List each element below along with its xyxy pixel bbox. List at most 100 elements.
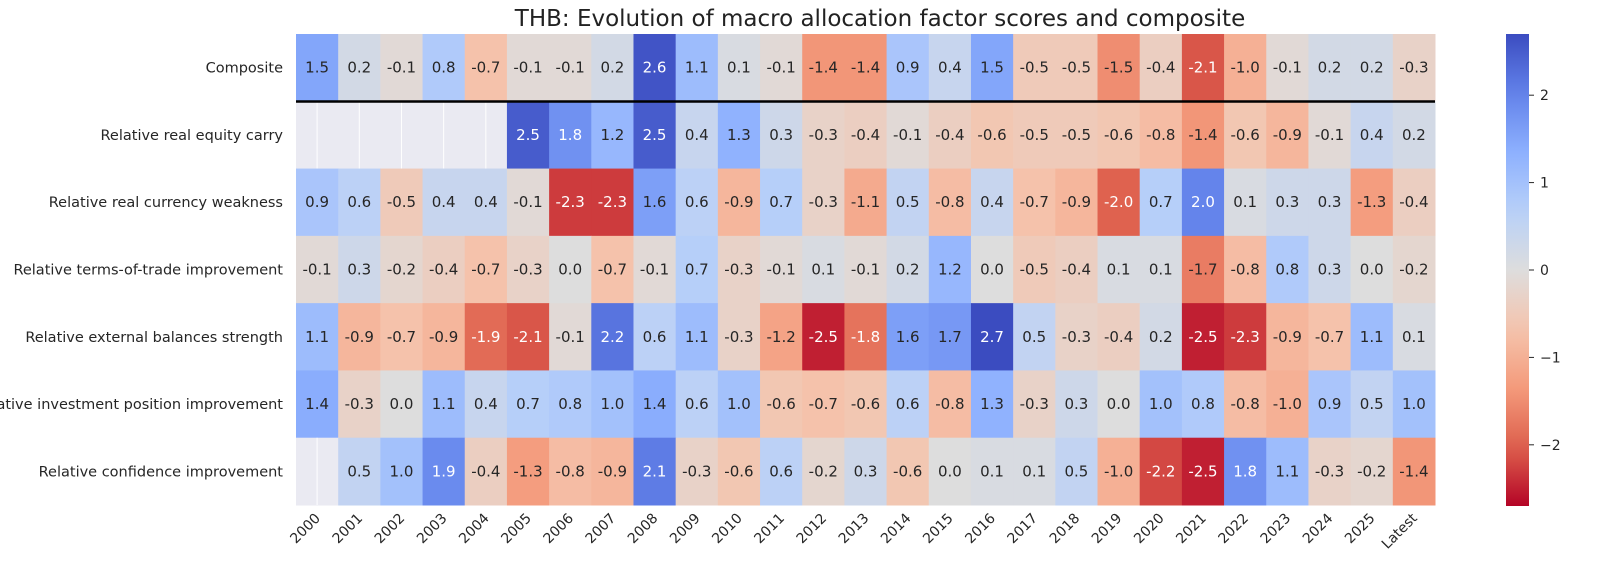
heatmap-cell	[1308, 235, 1352, 304]
heatmap-cell	[591, 303, 634, 371]
heatmap-cell	[464, 303, 508, 371]
heatmap-cell	[844, 168, 888, 237]
cell-value-label: 0.4	[474, 395, 498, 413]
cell-value-label: -0.8	[935, 193, 964, 211]
cell-value-label: -0.3	[809, 126, 838, 144]
cell-value-label: 0.2	[600, 59, 624, 77]
cell-value-label: -2.5	[1188, 462, 1217, 480]
cell-value-label: -0.7	[1315, 328, 1344, 346]
cell-value-label: 0.7	[769, 193, 793, 211]
heatmap-cell	[928, 370, 972, 439]
cell-value-label: -0.1	[387, 59, 416, 77]
cell-value-label: -0.7	[471, 261, 500, 279]
heatmap-cell	[506, 101, 550, 170]
heatmap-cell	[422, 168, 466, 237]
heatmap-cell	[760, 303, 803, 371]
heatmap-cell	[591, 168, 634, 237]
heatmap-cell	[1308, 168, 1352, 237]
x-tick-label: 2001	[330, 511, 367, 548]
heatmap-cell	[886, 235, 930, 304]
heatmap-cell	[1392, 101, 1436, 170]
cell-value-label: 0.3	[1275, 193, 1299, 211]
row-label: Relative external balances strength	[25, 330, 283, 346]
cell-value-label: -0.9	[1273, 126, 1302, 144]
heatmap-cell	[675, 235, 719, 304]
cell-value-label: -0.1	[513, 59, 542, 77]
cell-value-label: 0.7	[1149, 193, 1173, 211]
cell-value-label: -0.9	[345, 328, 374, 346]
heatmap-cell	[886, 370, 930, 439]
cell-value-label: 0.7	[685, 261, 709, 279]
cell-value-label: 1.2	[938, 261, 962, 279]
cell-value-label: -0.5	[1020, 126, 1049, 144]
cell-value-label: 1.8	[1233, 462, 1257, 480]
cell-value-label: -0.6	[977, 126, 1006, 144]
heatmap-cell	[1055, 34, 1099, 102]
heatmap-cell	[760, 168, 803, 237]
heatmap-cell	[1392, 437, 1436, 506]
cell-value-label: 0.5	[1360, 395, 1384, 413]
heatmap-cell	[802, 303, 845, 371]
cell-value-label: 1.8	[558, 126, 582, 144]
heatmap-cell	[675, 437, 719, 506]
cell-value-label: 0.0	[938, 462, 962, 480]
heatmap-cell	[591, 235, 634, 304]
cell-value-label: 0.8	[1191, 395, 1215, 413]
cell-value-label: 1.3	[727, 126, 751, 144]
heatmap-cell	[970, 101, 1014, 170]
cell-value-label: 0.6	[347, 193, 371, 211]
colorbar-tick-label: 2	[1540, 88, 1549, 104]
cell-value-label: -2.1	[1188, 59, 1217, 77]
cell-value-label: 0.6	[685, 193, 709, 211]
cell-value-label: -0.4	[935, 126, 964, 144]
x-tick-label: 2002	[372, 511, 409, 548]
row-label: Relative real currency weakness	[49, 195, 283, 211]
cell-value-label: 0.4	[432, 193, 456, 211]
cell-value-label: -0.6	[1231, 126, 1260, 144]
cell-value-label: 0.0	[558, 261, 582, 279]
heatmap-cell	[928, 437, 972, 506]
row-label: Relative investment position improvement	[0, 397, 283, 413]
heatmap-cell	[1266, 303, 1309, 371]
cell-value-label: 0.3	[854, 462, 878, 480]
heatmap-cell	[1013, 168, 1056, 237]
heatmap-cell	[928, 303, 972, 371]
cell-value-label: -0.3	[1399, 59, 1428, 77]
heatmap-cell	[1181, 235, 1225, 304]
cell-value-label: 0.5	[347, 462, 371, 480]
cell-value-label: 0.0	[390, 395, 414, 413]
row-label: Relative terms-of-trade improvement	[13, 263, 283, 279]
cell-value-label: 0.2	[1318, 59, 1342, 77]
heatmap-cell	[296, 303, 339, 371]
heatmap-cell	[1308, 303, 1352, 371]
cell-value-label: -0.4	[1062, 261, 1091, 279]
heatmap-cell	[970, 303, 1014, 371]
cell-value-label: -0.7	[809, 395, 838, 413]
cell-value-label: -2.3	[556, 193, 585, 211]
cell-value-label: -0.9	[429, 328, 458, 346]
cell-value-label: -0.7	[471, 59, 500, 77]
heatmap-cell	[1139, 437, 1183, 506]
heatmap-cell	[506, 235, 550, 304]
cell-value-label: -1.4	[809, 59, 838, 77]
x-tick-label: 2007	[583, 511, 620, 548]
heatmap-cell	[422, 235, 466, 304]
heatmap-cell	[1350, 34, 1394, 102]
cell-value-label: -0.2	[387, 261, 416, 279]
heatmap-cell-labels: 1.5 0.2 -0.1 0.8 -0.7 -0.1 -0.1 0.2 2.6 1.1 0.1 -0.…	[302, 59, 1428, 481]
heatmap-cell	[802, 34, 845, 102]
colorbar-tick-label: −2	[1540, 438, 1561, 454]
heatmap-cell	[675, 34, 719, 102]
heatmap-cell	[1055, 168, 1099, 237]
heatmap-cell	[380, 370, 424, 439]
x-tick-label: 2011	[751, 511, 788, 548]
cell-value-label: -0.3	[513, 261, 542, 279]
heatmap-cell	[1097, 168, 1141, 237]
row-label: Composite	[206, 61, 283, 77]
cell-value-label: -0.3	[1020, 395, 1049, 413]
heatmap-cell	[675, 168, 719, 237]
cell-value-label: 0.3	[769, 126, 793, 144]
heatmap-cell	[760, 235, 803, 304]
cell-value-label: -0.4	[429, 261, 458, 279]
cell-value-label: 0.8	[1275, 261, 1299, 279]
